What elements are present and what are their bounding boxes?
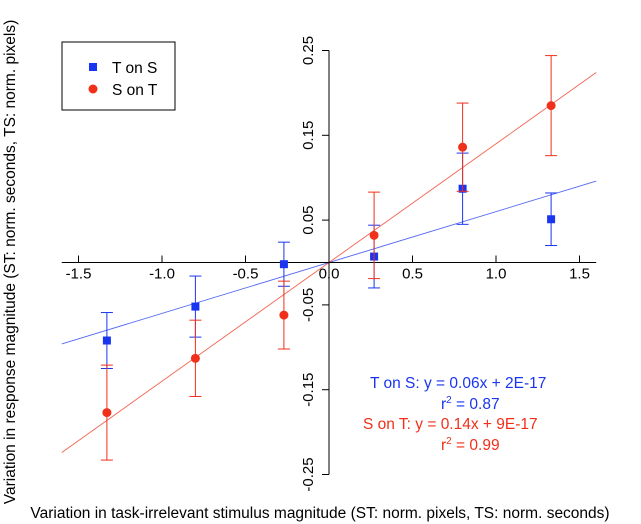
point-s-on-t (369, 230, 379, 240)
x-tick-label: -1.0 (149, 266, 175, 283)
y-tick-label: 0.15 (300, 121, 317, 150)
point-s-on-t (458, 142, 468, 152)
point-s-on-t (190, 353, 200, 363)
axes: -1.5 -1.0 -0.5 0.0 0.5 1.0 1.5 0.25 0.15 0.05 -0.0… (61, 36, 597, 492)
x-tick-label: 0.5 (402, 266, 423, 283)
y-tick-label: 0.25 (300, 36, 317, 65)
legend-label-s-on-t: S on T (112, 82, 158, 99)
data-marks (100, 55, 558, 461)
equation-s-on-t: S on T: y = 0.14x + 9E-17 (363, 416, 538, 433)
point-t-on-s (102, 336, 111, 345)
legend: T on S S on T (61, 41, 176, 111)
point-s-on-t (279, 310, 289, 320)
legend-label-t-on-s: T on S (112, 60, 157, 77)
point-s-on-t (546, 101, 556, 111)
x-tick-label: 0.0 (319, 266, 340, 283)
y-tick-label: -0.25 (300, 457, 317, 491)
r2-t-on-s: r2 = 0.87 (441, 395, 500, 413)
x-tick-label: -1.5 (66, 266, 92, 283)
y-tick-label: -0.15 (300, 373, 317, 407)
legend-box (61, 41, 176, 111)
r2-s-on-t: r2 = 0.99 (441, 436, 500, 454)
point-t-on-s (279, 260, 288, 269)
legend-marker-t-on-s (89, 63, 97, 71)
x-axis-title: Variation in task-irrelevant stimulus ma… (30, 505, 609, 522)
x-tick-label: -0.5 (233, 266, 259, 283)
y-tick-label: 0.05 (300, 205, 317, 234)
y-tick-label: -0.05 (300, 288, 317, 322)
point-t-on-s (547, 215, 556, 224)
fit-equations: T on S: y = 0.06x + 2E-17 r2 = 0.87 S on… (363, 375, 546, 454)
equation-t-on-s: T on S: y = 0.06x + 2E-17 (370, 375, 546, 392)
y-axis-title: Variation in response magnitude (ST: nor… (2, 20, 19, 504)
x-tick-label: 1.5 (569, 266, 590, 283)
x-tick-label: 1.0 (486, 266, 507, 283)
point-s-on-t (102, 408, 112, 418)
legend-marker-s-on-t (88, 84, 98, 94)
point-t-on-s (191, 302, 200, 311)
